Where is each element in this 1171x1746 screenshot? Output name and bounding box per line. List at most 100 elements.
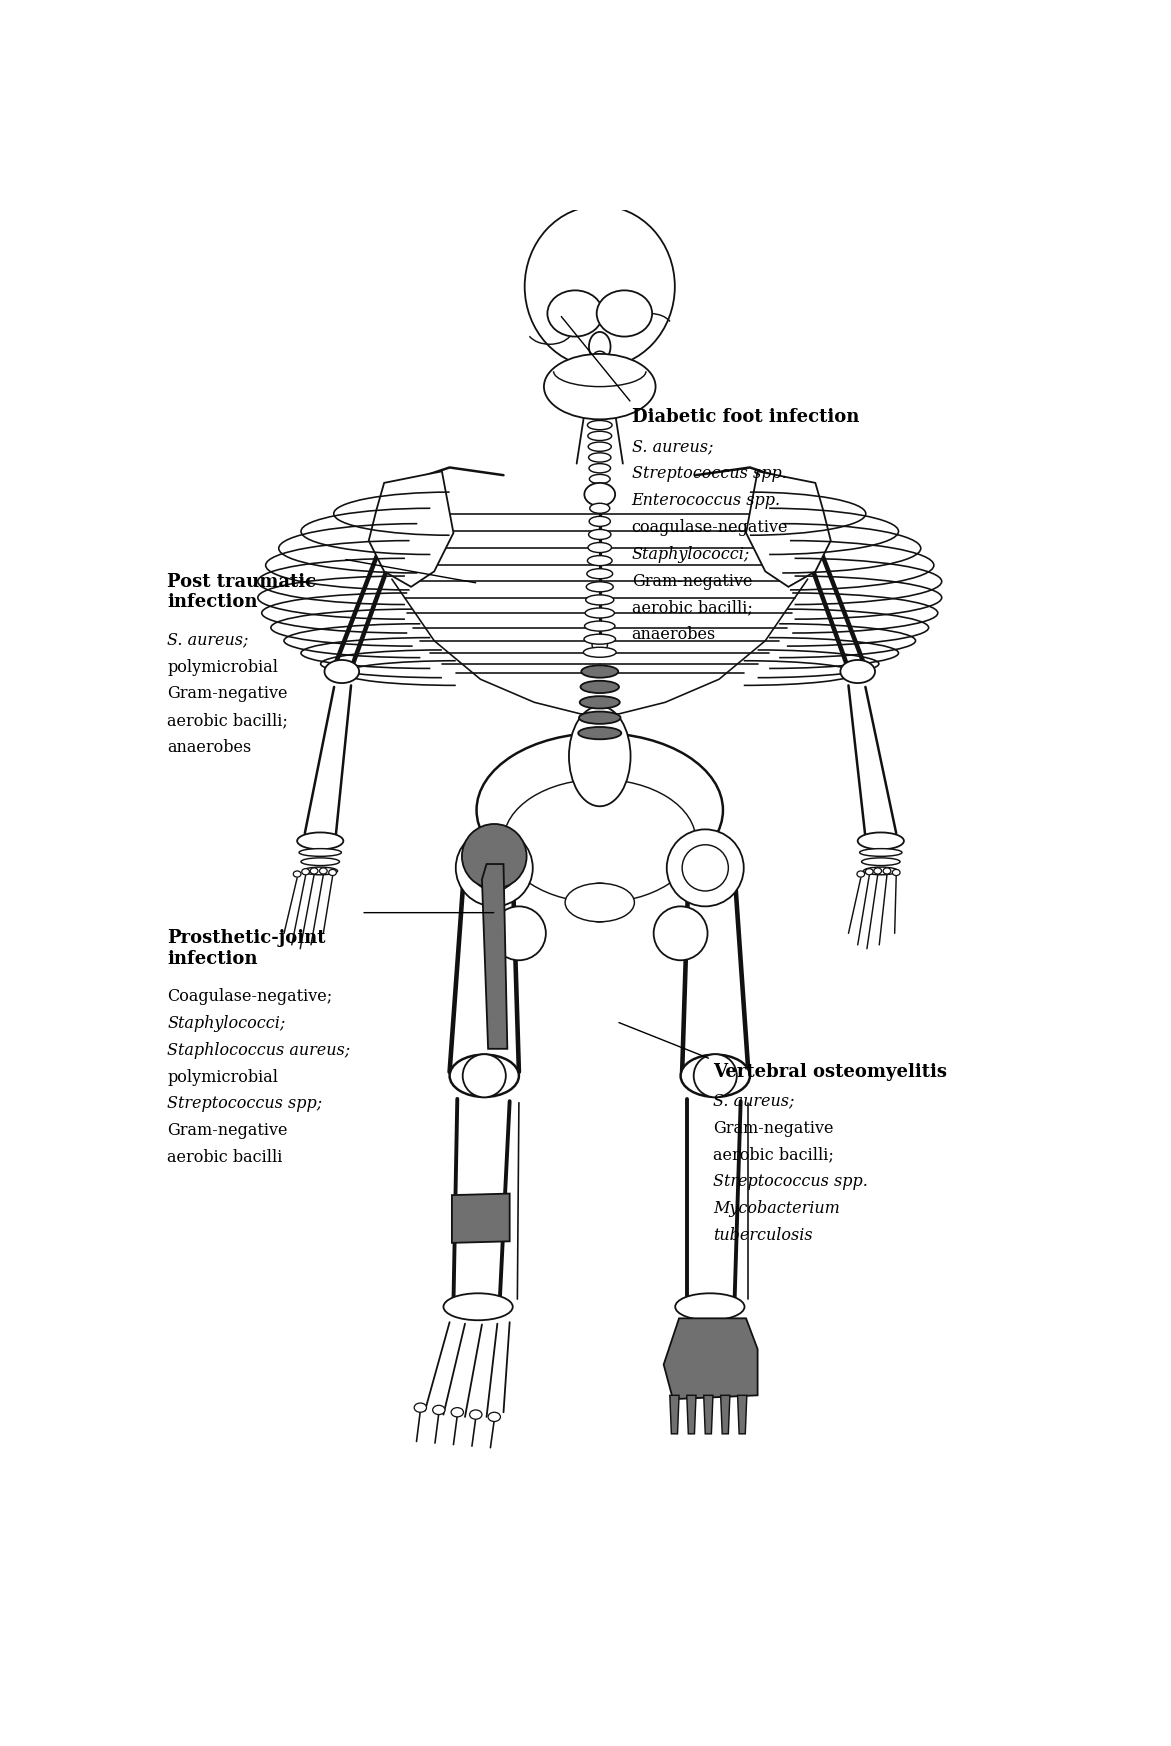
Polygon shape bbox=[664, 1318, 758, 1399]
Ellipse shape bbox=[525, 206, 674, 367]
Text: anaerobes: anaerobes bbox=[167, 739, 252, 756]
Polygon shape bbox=[670, 1395, 679, 1433]
Text: Vertebral osteomyelitis: Vertebral osteomyelitis bbox=[713, 1063, 947, 1081]
Polygon shape bbox=[746, 471, 830, 587]
Ellipse shape bbox=[578, 726, 622, 739]
Ellipse shape bbox=[584, 622, 615, 630]
Ellipse shape bbox=[589, 452, 611, 463]
Ellipse shape bbox=[543, 354, 656, 419]
Ellipse shape bbox=[303, 868, 337, 875]
Text: S. aureus;: S. aureus; bbox=[631, 438, 713, 456]
Ellipse shape bbox=[324, 660, 359, 683]
Ellipse shape bbox=[589, 464, 610, 473]
Text: S. aureus;: S. aureus; bbox=[167, 632, 248, 650]
Ellipse shape bbox=[841, 660, 875, 683]
Polygon shape bbox=[686, 1395, 696, 1433]
Ellipse shape bbox=[588, 431, 611, 440]
Ellipse shape bbox=[293, 871, 301, 876]
Circle shape bbox=[456, 829, 533, 906]
Text: aerobic bacilli;: aerobic bacilli; bbox=[167, 712, 288, 730]
Ellipse shape bbox=[584, 634, 616, 644]
Polygon shape bbox=[452, 1194, 509, 1243]
Circle shape bbox=[666, 829, 744, 906]
Text: tuberculosis: tuberculosis bbox=[713, 1227, 813, 1245]
Text: Streptococcus spp;: Streptococcus spp; bbox=[167, 1095, 322, 1112]
Ellipse shape bbox=[587, 569, 612, 578]
Text: anaerobes: anaerobes bbox=[631, 627, 715, 643]
Ellipse shape bbox=[297, 833, 343, 849]
Ellipse shape bbox=[415, 1404, 426, 1413]
Text: Streptococcus spp.: Streptococcus spp. bbox=[713, 1173, 868, 1191]
Text: Gram-negative: Gram-negative bbox=[167, 686, 288, 702]
Ellipse shape bbox=[477, 733, 723, 887]
Ellipse shape bbox=[302, 870, 309, 875]
Ellipse shape bbox=[589, 517, 610, 526]
Ellipse shape bbox=[589, 529, 611, 540]
Ellipse shape bbox=[857, 871, 864, 876]
Circle shape bbox=[653, 906, 707, 960]
Ellipse shape bbox=[588, 442, 611, 450]
Text: Post traumatic
infection: Post traumatic infection bbox=[167, 573, 316, 611]
Text: Diabetic foot infection: Diabetic foot infection bbox=[631, 409, 860, 426]
Ellipse shape bbox=[862, 857, 900, 866]
Text: Enterococcus spp.: Enterococcus spp. bbox=[631, 492, 781, 508]
Polygon shape bbox=[369, 471, 453, 587]
Ellipse shape bbox=[863, 868, 898, 875]
Text: Staphlococcus aureus;: Staphlococcus aureus; bbox=[167, 1042, 350, 1058]
Text: Staphylococci;: Staphylococci; bbox=[167, 1014, 286, 1032]
Ellipse shape bbox=[588, 543, 611, 552]
Ellipse shape bbox=[547, 290, 603, 337]
Text: polymicrobial: polymicrobial bbox=[167, 1069, 279, 1086]
Ellipse shape bbox=[589, 332, 610, 361]
Text: polymicrobial: polymicrobial bbox=[167, 658, 279, 676]
Ellipse shape bbox=[587, 581, 614, 592]
Text: S. aureus;: S. aureus; bbox=[713, 1093, 794, 1110]
Ellipse shape bbox=[504, 779, 696, 903]
Ellipse shape bbox=[586, 608, 615, 618]
Ellipse shape bbox=[310, 868, 319, 875]
Ellipse shape bbox=[588, 421, 612, 430]
Ellipse shape bbox=[450, 1055, 519, 1096]
Circle shape bbox=[471, 845, 518, 890]
Polygon shape bbox=[704, 1395, 713, 1433]
Ellipse shape bbox=[680, 1055, 749, 1096]
Text: Staphylococci;: Staphylococci; bbox=[631, 545, 749, 562]
Ellipse shape bbox=[580, 697, 619, 709]
Ellipse shape bbox=[301, 857, 340, 866]
Text: Gram-negative: Gram-negative bbox=[631, 573, 752, 590]
Text: coagulase-negative: coagulase-negative bbox=[631, 519, 788, 536]
Ellipse shape bbox=[488, 1413, 500, 1421]
Circle shape bbox=[492, 906, 546, 960]
Ellipse shape bbox=[451, 1407, 464, 1418]
Circle shape bbox=[693, 1055, 737, 1096]
Ellipse shape bbox=[588, 555, 612, 566]
Text: Mycobacterium: Mycobacterium bbox=[713, 1200, 840, 1217]
Text: aerobic bacilli;: aerobic bacilli; bbox=[631, 599, 753, 616]
Ellipse shape bbox=[857, 833, 904, 849]
Ellipse shape bbox=[874, 868, 882, 875]
Text: aerobic bacilli;: aerobic bacilli; bbox=[713, 1147, 834, 1163]
Polygon shape bbox=[720, 1395, 730, 1433]
Text: Gram-negative: Gram-negative bbox=[167, 1123, 288, 1140]
Text: Streptococcus spp.: Streptococcus spp. bbox=[631, 464, 787, 482]
Ellipse shape bbox=[329, 870, 336, 875]
Text: aerobic bacilli: aerobic bacilli bbox=[167, 1149, 282, 1166]
Polygon shape bbox=[482, 864, 507, 1049]
Ellipse shape bbox=[590, 503, 610, 513]
Ellipse shape bbox=[470, 1411, 482, 1419]
Ellipse shape bbox=[584, 484, 615, 506]
Ellipse shape bbox=[860, 849, 902, 856]
Ellipse shape bbox=[566, 883, 635, 922]
Ellipse shape bbox=[597, 290, 652, 337]
Ellipse shape bbox=[444, 1294, 513, 1320]
Ellipse shape bbox=[589, 475, 610, 484]
Ellipse shape bbox=[883, 868, 891, 875]
Ellipse shape bbox=[578, 712, 621, 725]
Circle shape bbox=[463, 1055, 506, 1096]
Ellipse shape bbox=[865, 870, 874, 875]
Text: Gram-negative: Gram-negative bbox=[713, 1119, 834, 1137]
Circle shape bbox=[461, 824, 527, 889]
Ellipse shape bbox=[320, 868, 327, 875]
Ellipse shape bbox=[299, 849, 342, 856]
Ellipse shape bbox=[569, 705, 630, 807]
